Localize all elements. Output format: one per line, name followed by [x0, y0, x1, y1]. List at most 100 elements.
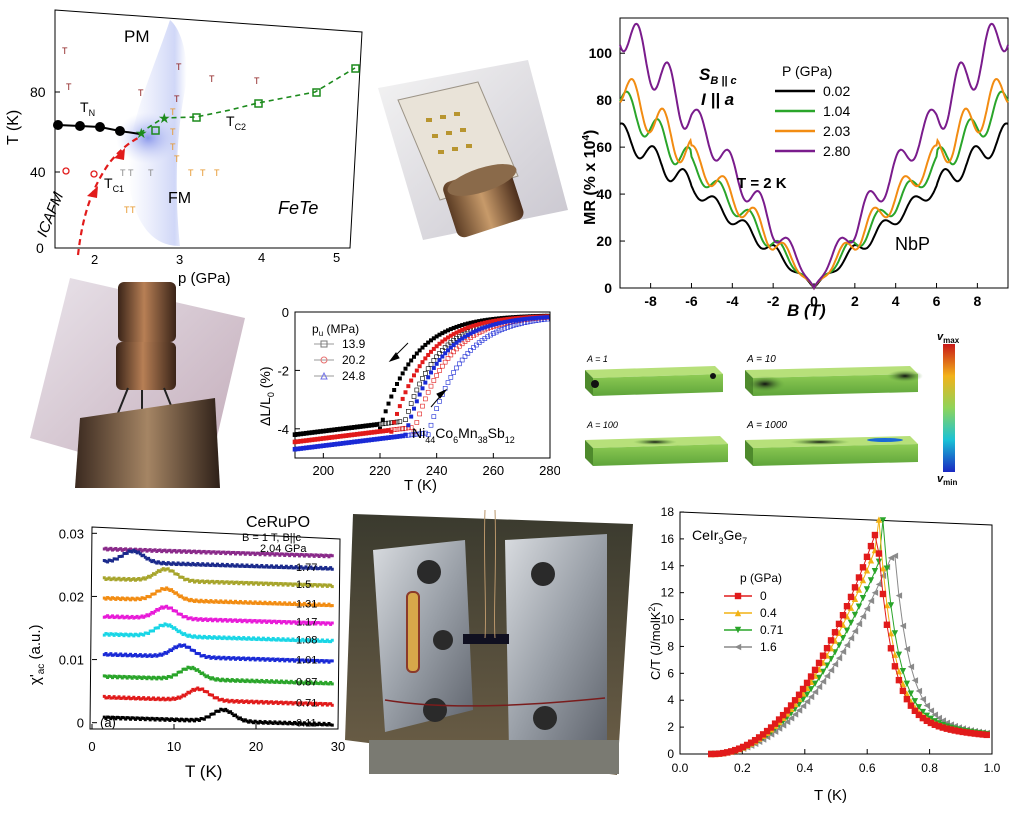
cer-xtick: 0	[88, 739, 95, 754]
dil-legend-label: 24.8	[342, 369, 366, 383]
cer-ylabel: χ'ac (a.u.)	[27, 625, 47, 686]
cer-xlabel: T (K)	[185, 762, 222, 781]
celr-point	[812, 667, 818, 673]
cer-ytick: 0.02	[59, 589, 84, 604]
celr-point	[796, 692, 802, 698]
dil-point	[406, 423, 410, 427]
fm-label: FM	[168, 190, 191, 207]
svg-text:T: T	[200, 168, 206, 178]
cer-pressure-label: 0.71	[296, 697, 317, 709]
cer-point	[206, 690, 209, 693]
cer-point	[331, 585, 334, 588]
cer-point	[211, 694, 214, 697]
dil-point	[426, 375, 430, 379]
celr-point	[840, 612, 846, 618]
mr-ytick: 100	[589, 45, 613, 61]
cer-compound: CeRuPO	[246, 514, 310, 531]
dil-point	[398, 376, 402, 380]
dil-point	[421, 386, 425, 390]
chip-photo-svg	[378, 60, 568, 240]
svg-text:T: T	[209, 74, 215, 84]
dil-point	[395, 382, 399, 386]
celr-legend-title: p (GPa)	[740, 571, 782, 585]
celr-ytick: 4	[667, 693, 674, 707]
mr-xtick: 2	[851, 293, 859, 309]
dil-point	[423, 356, 427, 360]
mr-temperature: T = 2 K	[737, 175, 787, 192]
svg-text:T: T	[138, 88, 144, 98]
cer-pressure-label: 1.77	[296, 562, 317, 574]
celr-point	[836, 621, 842, 627]
svg-text:T: T	[130, 205, 136, 215]
cer-ytick: 0	[77, 716, 84, 731]
celr-ytick: 6	[667, 666, 674, 680]
mr-xtick: -6	[685, 293, 698, 309]
dil-ytick: -2	[277, 363, 289, 378]
mr-title-i: I || a	[701, 90, 734, 109]
cer-point	[331, 604, 334, 607]
dil-point	[429, 370, 433, 374]
sim-label-a100: A = 100	[586, 420, 618, 430]
celr-ytick: 2	[667, 720, 674, 734]
dil-point	[406, 362, 410, 366]
cer-pressure-label: 2.04 GPa	[260, 543, 307, 555]
celr-ytick: 12	[661, 586, 675, 600]
svg-text:T: T	[148, 168, 154, 178]
dil-point	[418, 393, 422, 397]
cer-point	[331, 554, 334, 557]
celr-xtick: 0.0	[672, 761, 689, 775]
dil-point	[438, 358, 442, 362]
mr-xtick: 6	[933, 293, 941, 309]
dil-point	[392, 388, 396, 392]
dil-xtick: 240	[426, 463, 448, 478]
svg-text:T: T	[174, 94, 180, 104]
dil-point	[404, 390, 408, 394]
colorbar	[943, 344, 955, 472]
svg-text:T: T	[170, 107, 176, 117]
cer-point	[175, 673, 178, 676]
cer-point	[213, 712, 216, 715]
pressure-cell-svg	[30, 278, 245, 488]
dil-point	[392, 420, 396, 424]
dil-point	[384, 409, 388, 413]
dil-point	[432, 366, 436, 370]
sim-bar-a10	[745, 366, 923, 396]
dil-point	[435, 362, 439, 366]
mr-xtick: 8	[973, 293, 981, 309]
dil-point	[415, 369, 419, 373]
celr-legend-label: 1.6	[760, 640, 777, 654]
dil-point	[401, 371, 405, 375]
xtick-5: 5	[333, 250, 340, 265]
dil-xlabel: T (K)	[404, 477, 437, 494]
phase-xticks: 2 3 4 5	[91, 250, 340, 267]
dil-point	[406, 384, 410, 388]
sim-bar-a1000	[745, 436, 918, 466]
cer-xtick: 10	[167, 739, 181, 754]
svg-text:T: T	[214, 168, 220, 178]
cer-xtick: 20	[249, 739, 263, 754]
dil-point	[418, 364, 422, 368]
svg-text:T: T	[170, 142, 176, 152]
dil-point	[389, 395, 393, 399]
cer-point	[170, 607, 173, 610]
mr-legend-label: 1.04	[823, 103, 850, 119]
celr-xlabel: T (K)	[814, 787, 847, 804]
svg-text:T: T	[254, 76, 260, 86]
dil-point	[412, 407, 416, 411]
cer-pressure-label: 1.01	[296, 655, 317, 667]
cer-field: B = 1 T, B||c	[242, 532, 302, 544]
celr-xtick: 0.8	[921, 761, 938, 775]
mr-legend-label: 2.03	[823, 123, 850, 139]
cer-point	[331, 724, 334, 727]
dil-point	[421, 360, 425, 364]
simulation-panel: A = 1 A = 10 A = 100 A = 1000 vmax vmin	[575, 330, 975, 490]
dil-point	[409, 358, 413, 362]
sim-label-a10: A = 10	[746, 354, 776, 365]
cer-point	[175, 610, 178, 613]
colorbar-min-label: vmin	[937, 473, 957, 487]
mr-ytick: 20	[596, 233, 612, 249]
mr-legend-label: 2.80	[823, 143, 850, 159]
cer-pressure-label: 0.87	[296, 677, 317, 689]
